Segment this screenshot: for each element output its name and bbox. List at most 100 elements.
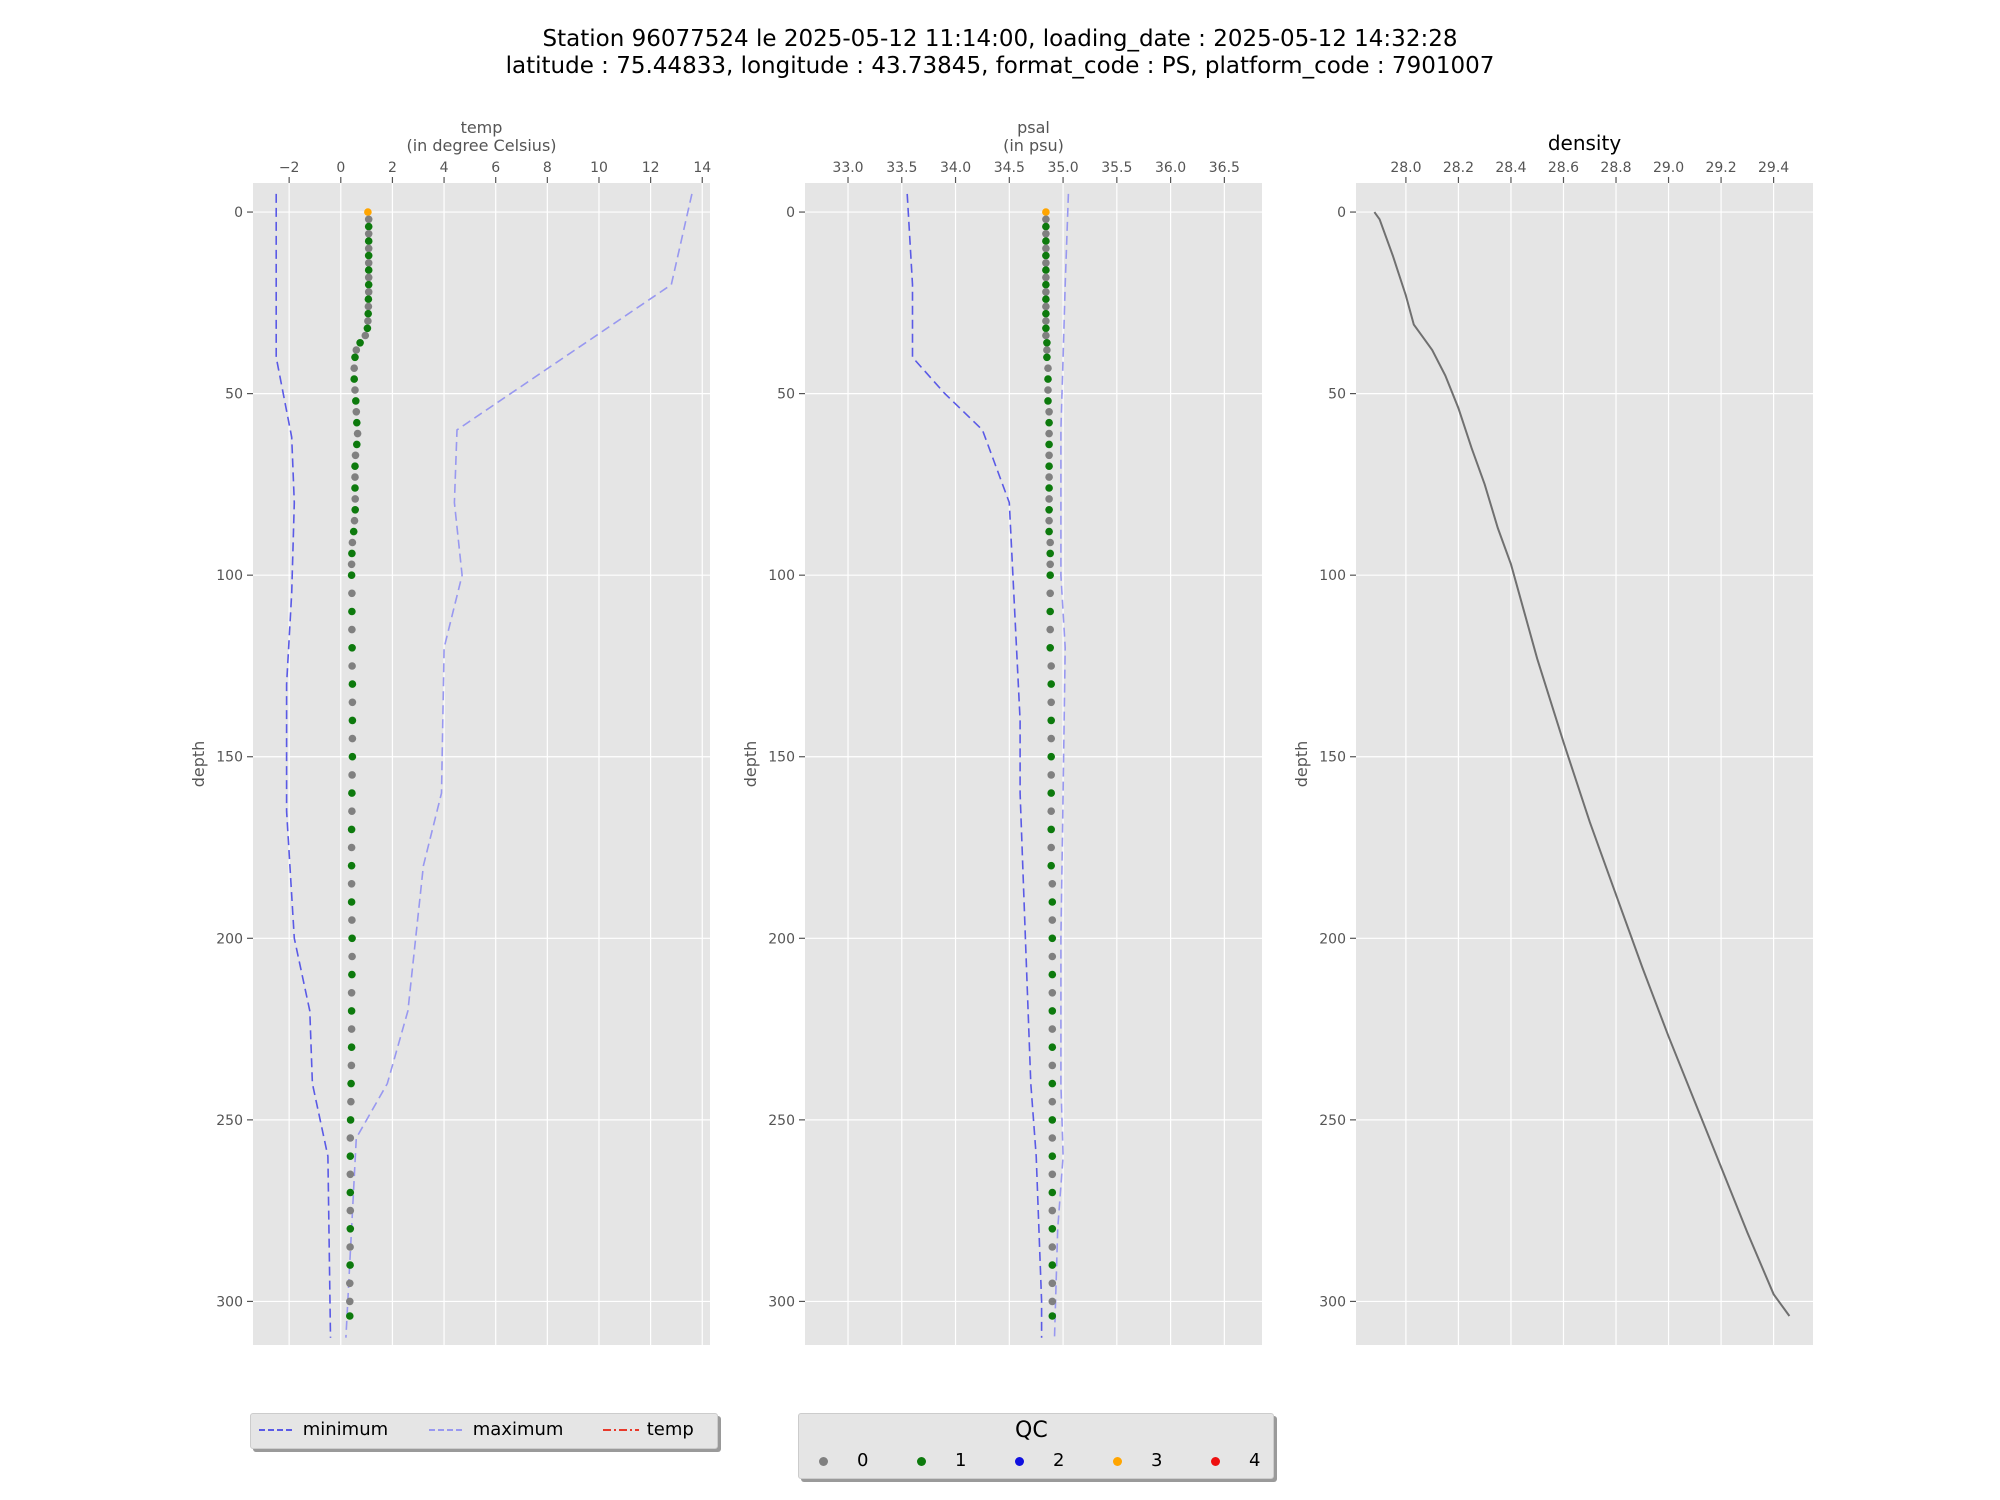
psal-profile-point-46: [1047, 680, 1055, 688]
psal-profile-point-10: [1042, 280, 1050, 289]
legend-swatch-temp: [603, 1429, 639, 1431]
psal-xtick-label-5: 35.5: [1101, 160, 1132, 176]
temp-profile-point-32: [351, 484, 359, 492]
psal-profile-point-35: [1045, 516, 1053, 525]
psal-profile-point-55: [1047, 843, 1055, 852]
temp-profile-point-58: [347, 898, 356, 906]
psal-profile-point-41: [1046, 589, 1054, 598]
temp-xtick-label-6: 10: [590, 160, 608, 176]
qc-label-0: 0: [857, 1450, 869, 1471]
density-ytick-label-6: 300: [1319, 1294, 1346, 1310]
psal-xtick-label-6: 36.0: [1155, 160, 1186, 176]
temp-profile-point-66: [347, 1043, 356, 1051]
density-ylabel: depth: [1292, 741, 1311, 788]
psal-profile-point-12: [1042, 295, 1050, 304]
density-ytick-label-2: 100: [1319, 568, 1346, 584]
temp-profile-point-39: [347, 560, 356, 569]
psal-profile-point-76: [1048, 1225, 1057, 1233]
psal-profile-point-63: [1048, 989, 1057, 997]
psal-profile-point-2: [1042, 222, 1050, 231]
psal-profile-point-75: [1048, 1206, 1057, 1215]
temp-profile-point-78: [346, 1261, 354, 1269]
qc-dot-0: [819, 1457, 828, 1466]
psal-profile-point-27: [1045, 429, 1053, 438]
psal-profile-point-48: [1047, 716, 1055, 725]
lines-legend: minimum maximum temp: [250, 1413, 718, 1449]
temp-xtick-label-7: 12: [642, 160, 660, 176]
temp-profile-point-9: [364, 273, 373, 282]
temp-profile-point-59: [348, 916, 356, 924]
density-ytick-label-3: 150: [1319, 750, 1346, 766]
density-xtick-label-4: 28.8: [1600, 160, 1631, 176]
psal-profile-point-22: [1044, 375, 1052, 383]
psal-profile-point-7: [1042, 259, 1050, 267]
psal-profile-point-8: [1042, 266, 1050, 274]
legend-label-temp: temp: [646, 1419, 694, 1440]
psal-profile-point-16: [1042, 324, 1050, 333]
psal-profile-point-11: [1042, 288, 1050, 296]
psal-xtick-label-7: 36.5: [1209, 160, 1240, 176]
psal-ytick-label-0: 0: [786, 205, 795, 221]
temp-profile-point-70: [346, 1116, 355, 1124]
psal-profile-point-42: [1046, 607, 1054, 616]
temp-profile-point-29: [351, 451, 360, 460]
psal-profile-point-29: [1045, 451, 1053, 460]
density-xtick-label-1: 28.2: [1443, 160, 1474, 176]
psal-profile-point-31: [1045, 473, 1053, 481]
legend-swatch-maximum: [429, 1429, 465, 1431]
temp-xtick-label-5: 8: [543, 160, 552, 176]
temp-profile-point-36: [349, 527, 358, 536]
psal-profile-point-53: [1047, 807, 1055, 815]
psal-profile-point-80: [1048, 1297, 1057, 1306]
psal-xlabel-line-0: psal: [1017, 118, 1050, 137]
temp-xtick-label-4: 6: [491, 160, 500, 176]
temp-profile-point-41: [348, 589, 356, 598]
psal-profile-point-45: [1047, 662, 1055, 670]
psal-profile-point-24: [1044, 397, 1052, 405]
psal-profile-point-77: [1048, 1243, 1057, 1251]
psal-profile-point-5: [1042, 244, 1050, 253]
temp-profile-point-5: [364, 244, 373, 253]
temp-profile-point-6: [364, 251, 373, 260]
psal-profile-point-74: [1048, 1188, 1057, 1197]
temp-ytick-label-2: 100: [216, 568, 243, 584]
temp-ylabel: depth: [189, 741, 208, 788]
legend-item-maximum: maximum: [427, 1419, 563, 1440]
temp-profile-point-42: [348, 607, 356, 616]
density-series-group: [1373, 211, 1791, 1317]
psal-ylabel: depth: [741, 741, 760, 788]
psal-profile-point-20: [1043, 353, 1051, 362]
psal-profile-point-13: [1042, 302, 1050, 311]
temp-profile-point-20: [351, 353, 359, 362]
psal-grid: 33.0 33.5 34.0 34.5 35.0 35.5 36.0 36.5 0 50 100 15…: [768, 160, 1262, 1345]
temp-xlabel-line-0: temp: [461, 118, 503, 137]
temp-profile-point-43: [348, 625, 356, 634]
temp-profile-point-1: [364, 215, 373, 224]
temp-profile-point-62: [348, 970, 356, 979]
psal-ytick-label-2: 100: [768, 568, 795, 584]
qc-legend: QC 0 1 2 3 4: [798, 1413, 1274, 1479]
qc-dot-3: [1113, 1457, 1122, 1466]
psal-profile-point-36: [1045, 527, 1053, 536]
psal-profile-point-17: [1042, 331, 1050, 340]
psal-profile-point-32: [1045, 484, 1053, 492]
temp-profile-point-16: [363, 324, 372, 333]
psal-profile-point-70: [1048, 1116, 1057, 1124]
figure-title-line-1: Station 96077524 le 2025-05-12 11:14:00,…: [542, 26, 1458, 52]
temp-xtick-label-8: 14: [693, 160, 711, 176]
psal-profile-point-44: [1046, 644, 1054, 652]
temp-profile-point-60: [348, 934, 356, 943]
psal-xtick-label-3: 34.5: [994, 160, 1025, 176]
psal-profile-point-34: [1045, 506, 1053, 514]
psal-ytick-label-1: 50: [777, 387, 795, 403]
psal-profile-point-62: [1048, 970, 1057, 979]
psal-profile-point-73: [1048, 1170, 1057, 1179]
psal-xtick-label-0: 33.0: [832, 160, 863, 176]
temp-profile-point-50: [348, 752, 357, 761]
qc-legend-title: QC: [1015, 1418, 1048, 1443]
temp-profile-point-46: [348, 680, 357, 688]
psal-profile-point-59: [1048, 916, 1057, 924]
psal-profile-point-56: [1047, 861, 1055, 870]
temp-profile-point-25: [352, 408, 361, 416]
psal-ytick-label-6: 300: [768, 1294, 795, 1310]
